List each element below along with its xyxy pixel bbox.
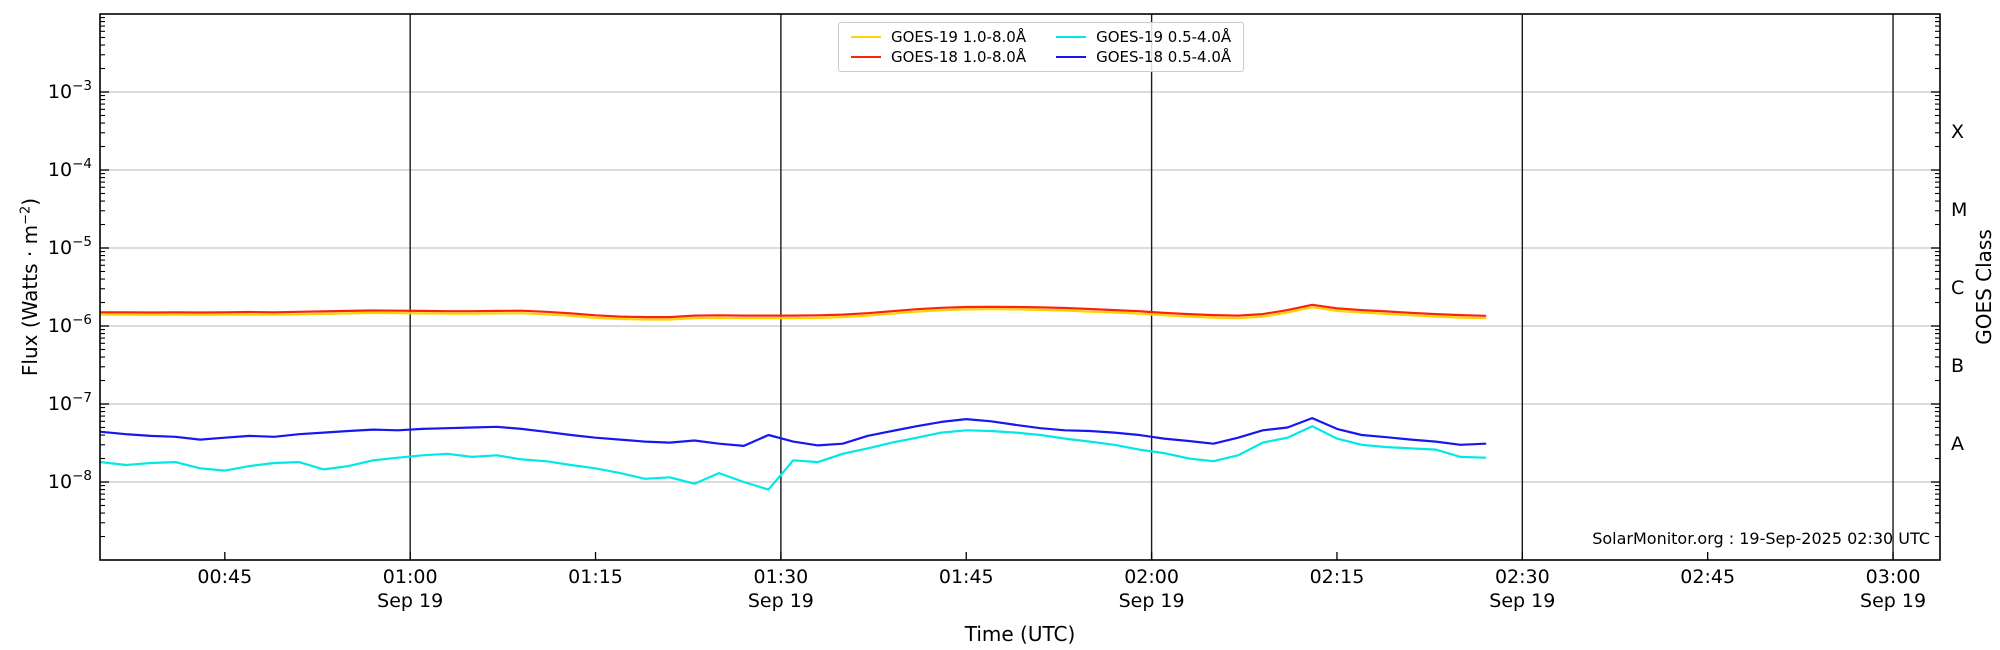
legend-item: GOES-18 0.5-4.0Å (1056, 48, 1231, 66)
x-tick-sublabel: Sep 19 (1119, 590, 1185, 612)
legend-item: GOES-19 0.5-4.0Å (1056, 28, 1231, 46)
x-tick-label: 01:45 (939, 566, 994, 588)
goes-class-label: X (1951, 121, 1964, 143)
plot-border (99, 13, 1941, 561)
goes-class-label: C (1951, 277, 1964, 299)
y-tick-label: 10−4 (48, 156, 92, 181)
goes-class-label: M (1951, 199, 1967, 221)
x-tick-label: 02:15 (1310, 566, 1365, 588)
legend-box: GOES-19 1.0-8.0Å GOES-18 1.0-8.0Å GOES-19 … (838, 22, 1245, 72)
y-tick-label: 10−7 (48, 390, 92, 415)
legend-label: GOES-19 0.5-4.0Å (1096, 28, 1232, 46)
series-line-2 (100, 425, 1487, 491)
x-tick-label: 01:15 (568, 566, 623, 588)
series-line-0 (100, 306, 1487, 321)
series-line-1 (100, 303, 1487, 319)
x-tick-label: 01:30 (754, 566, 809, 588)
x-tick-label: 02:00 (1124, 566, 1179, 588)
x-tick-sublabel: Sep 19 (1860, 590, 1926, 612)
right-axis-title: GOES Class (1972, 229, 1996, 345)
watermark-text: SolarMonitor.org : 19-Sep-2025 02:30 UTC (1592, 529, 1930, 548)
legend-swatch (851, 55, 881, 59)
x-tick-label: 00:45 (197, 566, 252, 588)
x-axis-title: Time (UTC) (964, 622, 1076, 646)
x-tick-label: 01:00 (383, 566, 438, 588)
x-tick-sublabel: Sep 19 (377, 590, 443, 612)
legend-swatch (1056, 35, 1087, 39)
legend-item: GOES-18 1.0-8.0Å (851, 48, 1026, 66)
y-tick-label: 10−3 (48, 78, 92, 103)
legend-swatch (1056, 55, 1087, 59)
goes-class-label: A (1951, 433, 1964, 455)
legend-item: GOES-19 1.0-8.0Å (851, 28, 1026, 46)
y-tick-label: 10−6 (48, 312, 92, 337)
legend-label: GOES-18 1.0-8.0Å (891, 48, 1027, 66)
x-tick-sublabel: Sep 19 (748, 590, 814, 612)
x-tick-sublabel: Sep 19 (1489, 590, 1555, 612)
y-tick-label: 10−8 (48, 468, 92, 493)
x-tick-label: 02:30 (1495, 566, 1550, 588)
goes-class-label: B (1951, 355, 1964, 377)
legend-label: GOES-19 1.0-8.0Å (891, 28, 1027, 46)
legend-swatch (851, 35, 881, 39)
y-axis-title: Flux (Watts · m−2) (18, 197, 42, 377)
x-tick-label: 02:45 (1680, 566, 1735, 588)
series-line-3 (100, 417, 1487, 447)
y-tick-label: 10−5 (48, 234, 92, 259)
x-tick-label: 03:00 (1866, 566, 1921, 588)
legend-label: GOES-18 0.5-4.0Å (1096, 48, 1232, 66)
